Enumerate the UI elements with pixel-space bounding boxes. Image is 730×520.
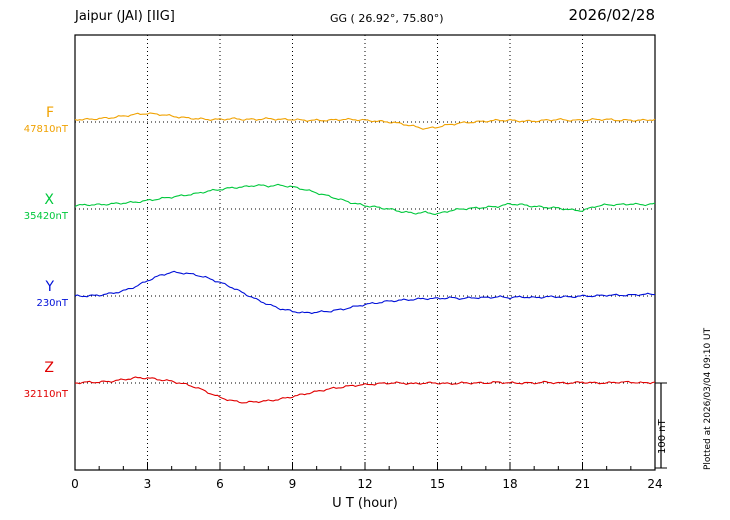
x-tick-label: 0 <box>71 477 79 491</box>
series-label-y: Y <box>45 279 54 295</box>
x-tick-label: 9 <box>288 477 297 491</box>
trace-z <box>75 376 656 404</box>
x-tick-label: 15 <box>429 477 446 491</box>
x-tick-label: 3 <box>143 477 152 491</box>
x-tick-label: 21 <box>574 477 591 491</box>
series-label-x: X <box>44 192 54 208</box>
geo-coords: GG ( 26.92°, 75.80°) <box>330 12 444 25</box>
trace-x <box>74 183 656 216</box>
trace-y <box>74 270 655 315</box>
series-baseline-x: 35420nT <box>23 211 68 222</box>
scale-bar-label: 100 nT <box>657 419 668 454</box>
series-label-f: F <box>45 105 54 121</box>
series-baseline-f: 47810nT <box>23 124 68 135</box>
plot-frame <box>74 34 656 471</box>
x-tick-label: 12 <box>357 477 373 491</box>
plotted-at-note: Plotted at 2026/03/04 09:10 UT <box>703 327 713 470</box>
station-title: Jaipur (JAI) [IIG] <box>75 9 175 24</box>
x-tick-label: 6 <box>216 477 224 491</box>
trace-f <box>74 112 656 130</box>
x-axis-title: U T (hour) <box>332 496 398 511</box>
series-baseline-z: 32110nT <box>23 389 68 400</box>
x-tick-label: 24 <box>647 477 663 491</box>
plot-date: 2026/02/28 <box>568 6 655 24</box>
series-baseline-y: 230nT <box>36 298 68 309</box>
series-label-z: Z <box>44 360 54 376</box>
x-tick-label: 18 <box>502 477 518 491</box>
